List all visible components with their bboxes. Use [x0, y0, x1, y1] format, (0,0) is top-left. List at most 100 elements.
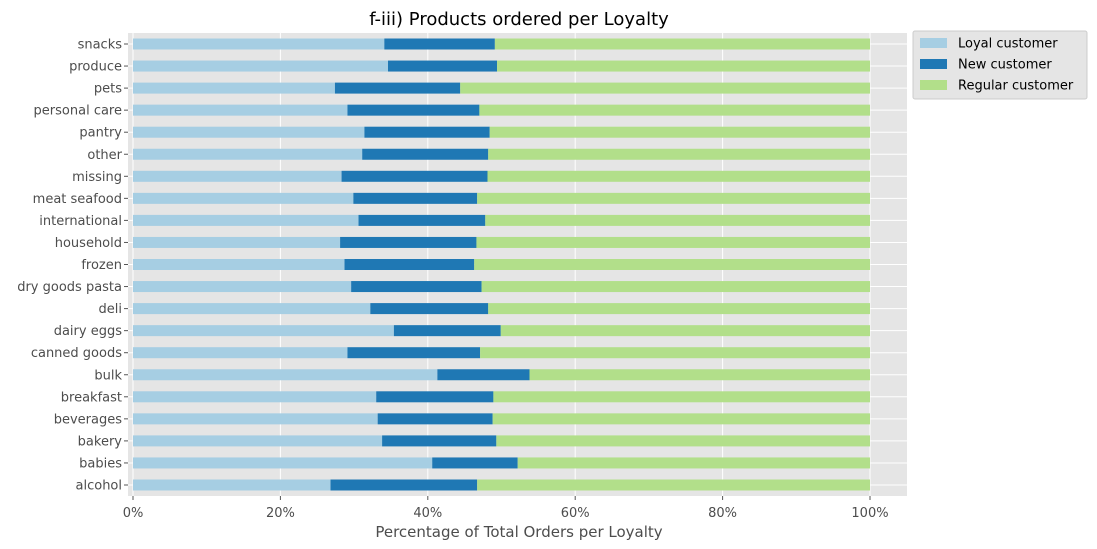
- bar-new-customer: [393, 325, 501, 337]
- bar-regular-customer: [481, 281, 870, 293]
- y-tick-label: household: [55, 236, 122, 251]
- bar-regular-customer: [492, 413, 870, 425]
- bar-loyal-customer: [133, 325, 394, 337]
- y-tick-label: babies: [79, 456, 122, 471]
- bar-loyal-customer: [133, 126, 365, 138]
- bar-new-customer: [388, 60, 498, 72]
- bar-loyal-customer: [133, 281, 352, 293]
- bar-loyal-customer: [133, 435, 383, 447]
- y-tick-label: bakery: [78, 434, 123, 449]
- bar-new-customer: [330, 479, 478, 491]
- bar-regular-customer: [485, 214, 870, 226]
- legend-items: Loyal customer New customer Regular custom…: [920, 37, 1074, 94]
- bar-new-customer: [347, 104, 480, 116]
- x-tick-label: 20%: [266, 506, 295, 521]
- y-tick-label: beverages: [54, 412, 123, 427]
- bar-new-customer: [376, 391, 494, 403]
- bar-regular-customer: [488, 303, 870, 315]
- bar-regular-customer: [493, 391, 870, 403]
- y-tick-label: snacks: [78, 38, 123, 53]
- bar-new-customer: [432, 457, 518, 469]
- y-tick-label: meat seafood: [33, 192, 122, 207]
- y-tick-label: frozen: [81, 258, 122, 273]
- y-tick-label: canned goods: [31, 346, 122, 361]
- bar-loyal-customer: [133, 214, 359, 226]
- x-tick-label: 100%: [851, 506, 888, 521]
- bar-loyal-customer: [133, 413, 378, 425]
- bar-loyal-customer: [133, 259, 345, 270]
- bar-regular-customer: [477, 479, 870, 491]
- chart-title: f-iii) Products ordered per Loyalty: [369, 9, 669, 30]
- bar-loyal-customer: [133, 82, 335, 94]
- bar-loyal-customer: [133, 170, 342, 182]
- legend: Loyal customer New customer Regular custom…: [912, 30, 1088, 100]
- bar-new-customer: [358, 214, 486, 226]
- bar-new-customer: [347, 347, 481, 359]
- bar-regular-customer: [497, 60, 870, 72]
- bar-loyal-customer: [133, 104, 348, 116]
- bar-loyal-customer: [133, 38, 385, 50]
- y-tick-label: international: [39, 214, 122, 229]
- bar-new-customer: [382, 435, 497, 447]
- y-tick-label: breakfast: [61, 390, 122, 405]
- bar-regular-customer: [488, 148, 870, 160]
- x-axis-ticks: 0% 20% 40% 60% 80% 100%: [123, 496, 889, 521]
- y-tick-label: pets: [94, 82, 122, 97]
- x-tick-label: 40%: [413, 506, 442, 521]
- bar-regular-customer: [517, 457, 870, 469]
- bar-loyal-customer: [133, 391, 377, 403]
- bar-loyal-customer: [133, 457, 433, 469]
- bar-regular-customer: [487, 170, 870, 182]
- y-tick-label: pantry: [79, 126, 122, 141]
- bar-new-customer: [370, 303, 489, 315]
- y-tick-label: missing: [72, 170, 122, 185]
- bar-new-customer: [344, 259, 475, 270]
- y-tick-label: personal care: [34, 104, 122, 119]
- bar-loyal-customer: [133, 303, 371, 315]
- bar-regular-customer: [500, 325, 870, 337]
- bar-new-customer: [351, 281, 482, 293]
- legend-label: Loyal customer: [958, 37, 1058, 52]
- x-tick-label: 80%: [708, 506, 737, 521]
- legend-swatch: [920, 80, 947, 90]
- bar-regular-customer: [494, 38, 870, 50]
- bar-regular-customer: [460, 82, 870, 94]
- bar-new-customer: [341, 170, 488, 182]
- bars: [133, 38, 870, 491]
- bar-new-customer: [364, 126, 490, 138]
- bar-new-customer: [340, 236, 477, 248]
- bar-new-customer: [334, 82, 461, 94]
- y-tick-label: deli: [99, 302, 122, 317]
- bar-new-customer: [377, 413, 493, 425]
- bar-new-customer: [437, 369, 530, 381]
- legend-frame: [912, 30, 1088, 100]
- y-tick-label: produce: [69, 60, 122, 75]
- y-tick-label: bulk: [94, 368, 122, 383]
- legend-swatch: [920, 59, 947, 69]
- x-tick-label: 60%: [561, 506, 590, 521]
- bar-loyal-customer: [133, 60, 389, 72]
- bar-loyal-customer: [133, 479, 331, 491]
- legend-label: New customer: [958, 58, 1052, 73]
- bar-regular-customer: [479, 104, 870, 116]
- bar-regular-customer: [529, 369, 870, 381]
- x-axis-label: Percentage of Total Orders per Loyalty: [375, 523, 662, 541]
- bar-loyal-customer: [133, 148, 363, 160]
- legend-swatch: [920, 38, 947, 48]
- bar-loyal-customer: [133, 369, 438, 381]
- legend-label: Regular customer: [958, 79, 1074, 94]
- bar-regular-customer: [476, 236, 870, 248]
- y-tick-label: other: [87, 148, 122, 163]
- bar-regular-customer: [480, 347, 870, 359]
- bar-new-customer: [384, 38, 495, 50]
- y-tick-label: dry goods pasta: [17, 280, 122, 295]
- y-tick-label: dairy eggs: [54, 324, 123, 339]
- bar-loyal-customer: [133, 347, 348, 359]
- bar-loyal-customer: [133, 236, 341, 248]
- x-tick-label: 0%: [123, 506, 144, 521]
- bar-regular-customer: [474, 259, 870, 270]
- bar-regular-customer: [496, 435, 870, 447]
- bar-loyal-customer: [133, 192, 354, 204]
- bar-regular-customer: [477, 192, 870, 204]
